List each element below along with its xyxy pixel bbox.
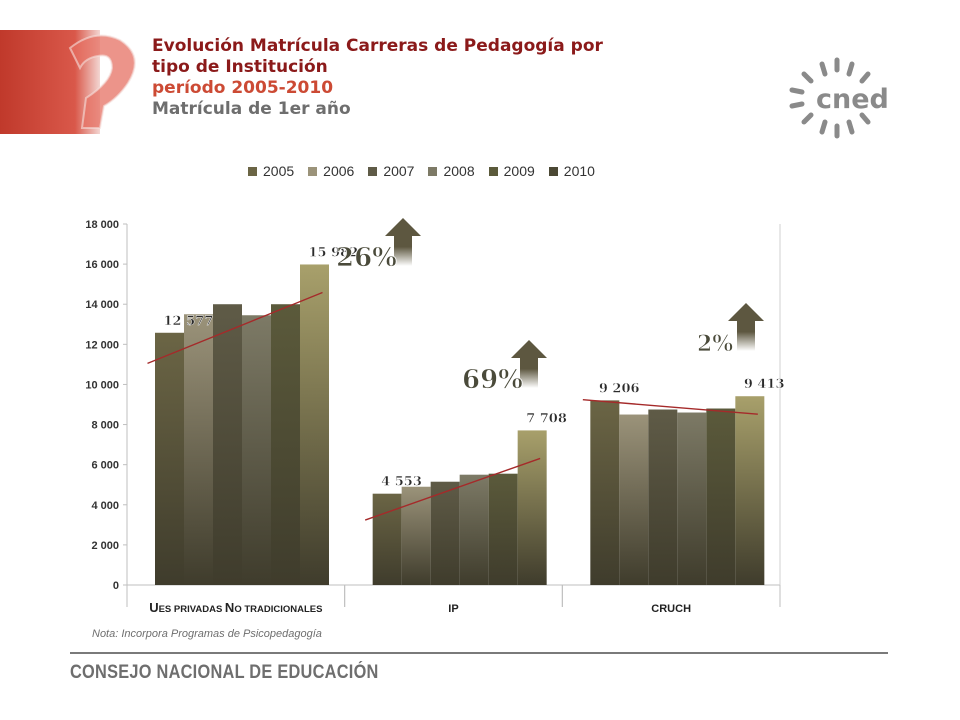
footnote: Nota: Incorpora Programas de Psicopedago… bbox=[92, 628, 322, 640]
footer-divider bbox=[70, 652, 888, 654]
legend-label: 2006 bbox=[323, 163, 355, 179]
legend-label: 2009 bbox=[503, 163, 535, 179]
x-category-label: IP bbox=[448, 603, 458, 615]
bar-2007-2 bbox=[648, 409, 678, 585]
bar-2005-1 bbox=[372, 493, 402, 585]
growth-up-arrow-icon bbox=[728, 303, 764, 351]
bar-2010-2 bbox=[735, 396, 765, 585]
bar-2008-2 bbox=[677, 412, 707, 585]
cned-logo: cned bbox=[789, 57, 889, 139]
data-label: 9 206 bbox=[599, 381, 640, 396]
legend-item-2008: 2008 bbox=[428, 163, 475, 179]
bar-2006-0 bbox=[184, 314, 213, 585]
bar-2008-1 bbox=[459, 474, 489, 585]
legend-label: 2010 bbox=[563, 163, 595, 179]
data-label: 9 413 bbox=[744, 377, 785, 392]
y-tick-label: 18 000 bbox=[85, 219, 119, 231]
bar-2009-0 bbox=[271, 304, 300, 585]
slide-title-line1: Evolución Matrícula Carreras de Pedagogí… bbox=[152, 36, 603, 56]
bar-2007-0 bbox=[213, 304, 242, 585]
legend-item-2005: 2005 bbox=[248, 163, 294, 179]
period-label: período 2005-2010 bbox=[152, 78, 334, 98]
bar-2006-2 bbox=[619, 414, 649, 585]
bar-2009-2 bbox=[706, 408, 736, 585]
legend-item-2006: 2006 bbox=[308, 163, 354, 179]
legend-swatch bbox=[488, 166, 498, 176]
bar-2005-2 bbox=[590, 400, 620, 585]
y-tick-label: 10 000 bbox=[85, 379, 119, 391]
question-mark-decoration bbox=[0, 30, 136, 134]
legend-swatch bbox=[308, 166, 318, 176]
legend-label: 2008 bbox=[443, 163, 475, 179]
legend-label: 2005 bbox=[263, 163, 295, 179]
bar-2007-1 bbox=[430, 481, 460, 585]
trend-line bbox=[364, 457, 541, 521]
x-category-label: CRUCH bbox=[651, 603, 691, 615]
x-category-label: UES PRIVADAS NO TRADICIONALES bbox=[149, 600, 322, 615]
y-tick-label: 8 000 bbox=[91, 420, 119, 432]
data-label: 12 577 bbox=[164, 314, 214, 329]
legend-item-2007: 2007 bbox=[368, 163, 414, 179]
legend-label: 2007 bbox=[383, 163, 415, 179]
growth-percent-label: 26% bbox=[336, 243, 397, 273]
growth-percent-label: 2% bbox=[697, 331, 733, 357]
legend-swatch bbox=[368, 166, 378, 176]
trend-line bbox=[582, 399, 758, 415]
bar-2005-0 bbox=[155, 332, 184, 585]
bar-2006-1 bbox=[401, 486, 431, 585]
title-block: Evolución Matrícula Carreras de Pedagogí… bbox=[152, 36, 603, 120]
y-tick-label: 2 000 bbox=[91, 540, 119, 552]
subtitle: Matrícula de 1er año bbox=[152, 99, 351, 119]
legend-swatch bbox=[428, 166, 438, 176]
legend-item-2009: 2009 bbox=[488, 163, 535, 179]
y-tick-label: 6 000 bbox=[91, 460, 119, 472]
y-tick-label: 12 000 bbox=[85, 339, 119, 351]
logo-text: cned bbox=[816, 84, 889, 115]
y-tick-label: 16 000 bbox=[85, 259, 119, 271]
y-tick-label: 4 000 bbox=[91, 500, 119, 512]
growth-percent-label: 69% bbox=[462, 365, 523, 395]
bar-2010-1 bbox=[517, 430, 547, 585]
legend-item-2010: 2010 bbox=[548, 163, 595, 179]
footer-org-name: CONSEJO NACIONAL DE EDUCACIÓN bbox=[70, 662, 379, 683]
y-tick-label: 0 bbox=[113, 580, 119, 592]
legend-swatch bbox=[248, 166, 257, 176]
data-label: 15 982 bbox=[309, 245, 359, 260]
legend-swatch bbox=[548, 166, 558, 176]
bar-2010-0 bbox=[300, 264, 329, 585]
trend-line bbox=[147, 291, 323, 365]
chart-legend: 2005 2006 2007 2008 2009 2010 bbox=[248, 163, 595, 179]
data-label: 7 708 bbox=[526, 411, 567, 426]
data-label: 4 553 bbox=[381, 475, 422, 490]
slide-title-line2: tipo de Institución bbox=[152, 57, 328, 77]
bar-2008-0 bbox=[242, 315, 271, 585]
y-tick-label: 14 000 bbox=[85, 299, 119, 311]
bar-2009-1 bbox=[488, 473, 518, 585]
growth-up-arrow-icon bbox=[385, 218, 421, 266]
growth-up-arrow-icon bbox=[511, 340, 547, 388]
